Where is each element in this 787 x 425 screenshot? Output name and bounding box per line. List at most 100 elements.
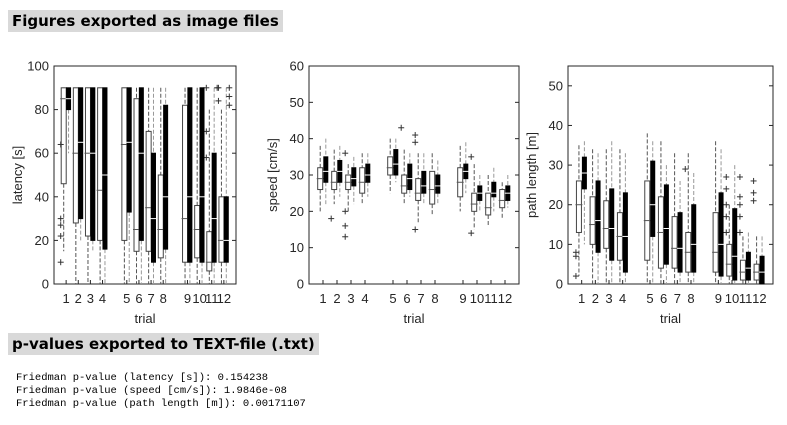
x-tick-label: 10 (192, 291, 206, 306)
y-tick-label: 40 (35, 189, 49, 204)
box-open-iqr (485, 192, 492, 216)
box-filled-iqr (595, 180, 601, 253)
box-filled-iqr (609, 188, 615, 261)
box-filled-iqr (163, 104, 169, 250)
box-filled-iqr (622, 192, 628, 273)
y-tick-label: 0 (556, 277, 563, 292)
x-tick-label: 2 (592, 291, 599, 306)
x-tick-label: 8 (160, 291, 167, 306)
y-tick-label: 40 (290, 131, 304, 146)
x-tick-label: 8 (431, 291, 438, 306)
box-open-iqr (359, 167, 366, 194)
box-open-iqr (133, 98, 140, 252)
box-open-iqr (84, 87, 91, 237)
x-tick-label: 3 (347, 291, 354, 306)
box-open-iqr (471, 192, 478, 212)
x-tick-label: 11 (205, 291, 219, 306)
x-tick-label: 1 (319, 291, 326, 306)
x-tick-label: 5 (389, 291, 396, 306)
box-open-iqr (589, 196, 596, 245)
x-tick-label: 3 (605, 291, 612, 306)
box-filled-iqr (650, 160, 656, 237)
y-tick-label: 10 (290, 240, 304, 255)
y-tick-label: 0 (42, 277, 49, 292)
x-axis-label: trial (660, 311, 681, 326)
x-tick-label: 10 (725, 291, 739, 306)
box-filled-iqr (223, 196, 229, 263)
box-filled-iqr (745, 251, 751, 281)
y-axis-label: speed [cm/s] (265, 138, 280, 212)
x-tick-label: 7 (147, 291, 154, 306)
box-filled-iqr (199, 87, 205, 263)
box-open-iqr (145, 130, 152, 252)
y-axis-label: path length [m] (524, 132, 539, 218)
box-filled-iqr (102, 87, 108, 250)
x-tick-label: 5 (646, 291, 653, 306)
box-open-iqr (182, 104, 189, 263)
heading-pvalues-exported: p-values exported to TEXT-file (.txt) (8, 333, 319, 355)
box-filled-iqr (677, 212, 683, 273)
box-filled-iqr (691, 204, 697, 273)
box-filled-iqr (663, 184, 669, 265)
box-filled-iqr (351, 167, 357, 187)
box-filled-iqr (78, 87, 84, 220)
x-tick-label: 5 (123, 291, 130, 306)
box-open-iqr (121, 87, 128, 241)
y-tick-label: 20 (35, 233, 49, 248)
x-tick-label: 9 (459, 291, 466, 306)
x-tick-label: 12 (498, 291, 512, 306)
box-filled-iqr (150, 152, 156, 263)
pvalue-path-length-line: Friedman p-value (path length [m]): 0.00… (16, 398, 306, 410)
box-filled-iqr (138, 87, 144, 241)
box-filled-iqr (435, 174, 441, 194)
box-filled-iqr (211, 152, 217, 263)
y-tick-label: 60 (35, 146, 49, 161)
x-tick-label: 6 (403, 291, 410, 306)
y-tick-label: 0 (297, 277, 304, 292)
box-open-iqr (157, 174, 164, 259)
x-tick-label: 4 (99, 291, 106, 306)
y-axis-label: latency [s] (10, 146, 25, 205)
x-tick-label: 4 (361, 291, 368, 306)
x-tick-label: 6 (135, 291, 142, 306)
axes-frame (567, 65, 774, 285)
x-tick-label: 2 (333, 291, 340, 306)
box-open-iqr (712, 212, 719, 273)
axes-frame (53, 65, 237, 285)
box-open-iqr (429, 170, 436, 205)
box-open-iqr (331, 170, 338, 191)
x-tick-label: 3 (87, 291, 94, 306)
y-tick-label: 100 (27, 59, 49, 74)
y-tick-label: 20 (290, 204, 304, 219)
box-open-iqr (739, 259, 746, 281)
pvalue-latency-line: Friedman p-value (latency [s]): 0.154238 (16, 372, 269, 384)
box-open-iqr (206, 231, 213, 272)
box-open-iqr (97, 87, 104, 241)
heading-figures-exported: Figures exported as image files (8, 10, 283, 32)
pvalue-speed-line: Friedman p-value (speed [cm/s]): 1.9846e… (16, 385, 287, 397)
box-filled-iqr (732, 208, 738, 281)
y-tick-label: 20 (549, 197, 563, 212)
box-filled-iqr (187, 87, 193, 263)
x-tick-label: 4 (619, 291, 626, 306)
box-open-iqr (60, 87, 67, 185)
y-tick-label: 60 (290, 59, 304, 74)
x-tick-label: 2 (75, 291, 82, 306)
x-tick-label: 12 (217, 291, 231, 306)
box-filled-iqr (365, 163, 371, 183)
box-open-iqr (603, 200, 610, 249)
box-filled-iqr (407, 163, 413, 191)
y-tick-label: 50 (549, 78, 563, 93)
x-tick-label: 11 (484, 291, 498, 306)
y-tick-label: 10 (549, 237, 563, 252)
y-tick-label: 30 (290, 168, 304, 183)
x-tick-label: 9 (184, 291, 191, 306)
pvalue-results: Friedman p-value (latency [s]): 0.154238… (16, 372, 306, 411)
box-open-iqr (415, 178, 422, 201)
y-tick-label: 50 (290, 95, 304, 110)
x-tick-label: 7 (674, 291, 681, 306)
y-tick-label: 40 (549, 118, 563, 133)
